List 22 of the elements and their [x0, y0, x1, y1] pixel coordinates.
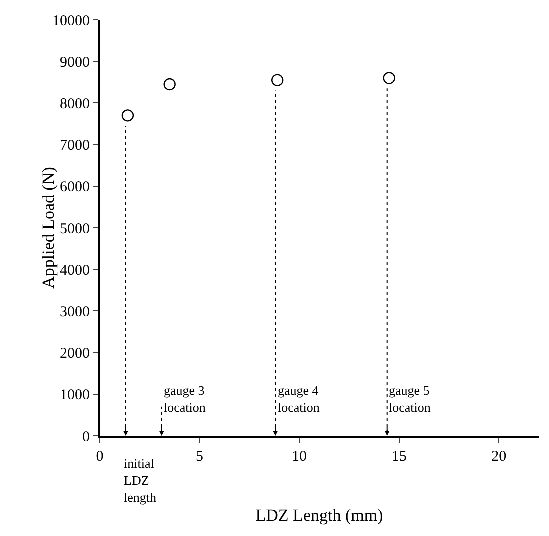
x-tick-label: 5 — [196, 449, 204, 465]
y-axis-title: Applied Load (N) — [39, 167, 58, 289]
ref-line-label: initial LDZ length — [124, 456, 157, 505]
y-tick-label: 5000 — [60, 221, 90, 238]
ref-line-label: gauge 4 location — [278, 383, 320, 415]
x-tick-label: 20 — [492, 449, 507, 465]
x-tick-label: 0 — [96, 449, 104, 465]
y-tick-label: 1000 — [60, 388, 90, 404]
ref-line-label: gauge 3 location — [164, 383, 206, 415]
y-tick-label: 6000 — [60, 180, 90, 196]
y-tick-label: 3000 — [60, 304, 90, 320]
x-tick-label: 10 — [292, 449, 308, 465]
x-tick-label: 15 — [392, 449, 407, 465]
x-axis-title: LDZ Length (mm) — [256, 506, 384, 525]
y-tick-label: 9000 — [60, 54, 90, 71]
y-tick-label: 8000 — [60, 96, 90, 112]
y-tick-label: 7000 — [60, 138, 90, 154]
y-tick-label: 4000 — [60, 262, 90, 279]
ref-line-label: gauge 5 location — [389, 383, 432, 415]
y-tick-label: 0 — [82, 429, 90, 446]
y-tick-label: 10000 — [52, 13, 90, 30]
y-tick-label: 2000 — [60, 346, 90, 362]
